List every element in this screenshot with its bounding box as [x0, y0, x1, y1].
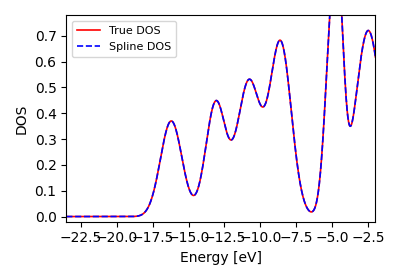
Line: Spline DOS: Spline DOS: [66, 0, 376, 216]
Spline DOS: [364, 30, 369, 34]
True DOS: [373, 55, 378, 59]
Spline DOS: [64, 215, 69, 218]
True DOS: [364, 31, 369, 34]
True DOS: [214, 99, 219, 102]
Y-axis label: DOS: DOS: [15, 103, 29, 134]
True DOS: [206, 128, 211, 131]
Line: True DOS: True DOS: [66, 0, 376, 216]
True DOS: [80, 215, 84, 218]
True DOS: [64, 215, 69, 218]
Spline DOS: [80, 215, 84, 218]
True DOS: [364, 30, 369, 34]
Legend: True DOS, Spline DOS: True DOS, Spline DOS: [72, 20, 176, 57]
Spline DOS: [214, 99, 219, 102]
Spline DOS: [364, 31, 369, 34]
True DOS: [307, 210, 312, 213]
Spline DOS: [307, 210, 312, 213]
Spline DOS: [373, 55, 378, 59]
X-axis label: Energy [eV]: Energy [eV]: [180, 251, 262, 265]
Spline DOS: [206, 128, 211, 131]
